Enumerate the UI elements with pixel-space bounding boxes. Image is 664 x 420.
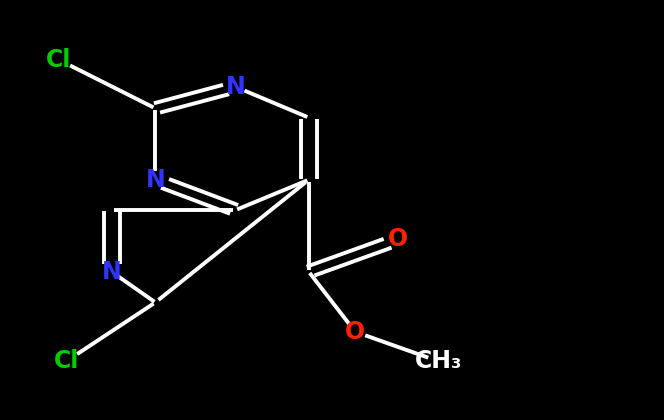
Text: CH₃: CH₃ — [414, 349, 462, 373]
Text: Cl: Cl — [46, 47, 71, 72]
Text: N: N — [226, 75, 246, 99]
Text: N: N — [102, 260, 122, 284]
Text: Cl: Cl — [54, 349, 79, 373]
Text: O: O — [388, 227, 408, 252]
Text: N: N — [145, 168, 165, 192]
Text: O: O — [345, 320, 365, 344]
